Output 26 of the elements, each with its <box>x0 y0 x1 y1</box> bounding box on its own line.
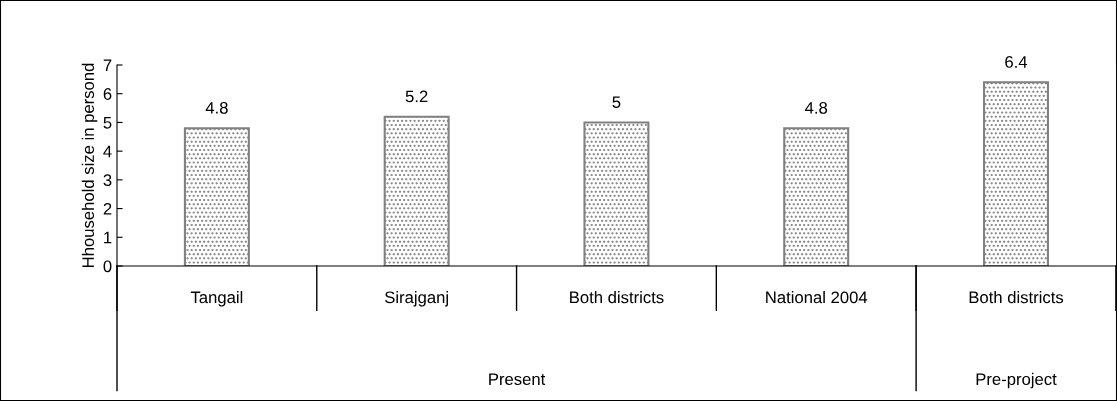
y-tick-label: 1 <box>104 231 112 244</box>
data-label: 4.8 <box>805 101 828 114</box>
y-tick-label: 7 <box>103 59 112 72</box>
x-tick-label: Sirajganj <box>385 291 448 307</box>
data-label: 6.4 <box>1005 56 1028 68</box>
x-tick-label: Both districts <box>969 291 1064 304</box>
y-tick-label: 0 <box>103 260 112 273</box>
bar <box>183 127 250 266</box>
text: Pre-project <box>976 372 1057 389</box>
x-tick-label: National 2004 <box>766 291 868 304</box>
text: Present <box>489 373 546 386</box>
y-tick-label: 2 <box>103 202 112 215</box>
y-tick-label: 3 <box>103 174 112 187</box>
bar <box>982 81 1049 266</box>
y-axis-title: Hhousehold size in persond <box>81 63 98 267</box>
bar <box>583 121 650 266</box>
data-label: 4.8 <box>205 101 228 114</box>
data-label: 5.2 <box>405 90 428 103</box>
bar <box>783 127 850 266</box>
y-tick-label: 5 <box>103 117 112 129</box>
y-tick-label: 4 <box>103 145 112 158</box>
x-tick-label: Both districts <box>570 291 664 304</box>
x-tick-label: Tangail <box>190 291 243 307</box>
data-label: 5 <box>612 96 621 109</box>
bar <box>383 115 450 266</box>
y-tick-label: 6 <box>103 88 112 100</box>
